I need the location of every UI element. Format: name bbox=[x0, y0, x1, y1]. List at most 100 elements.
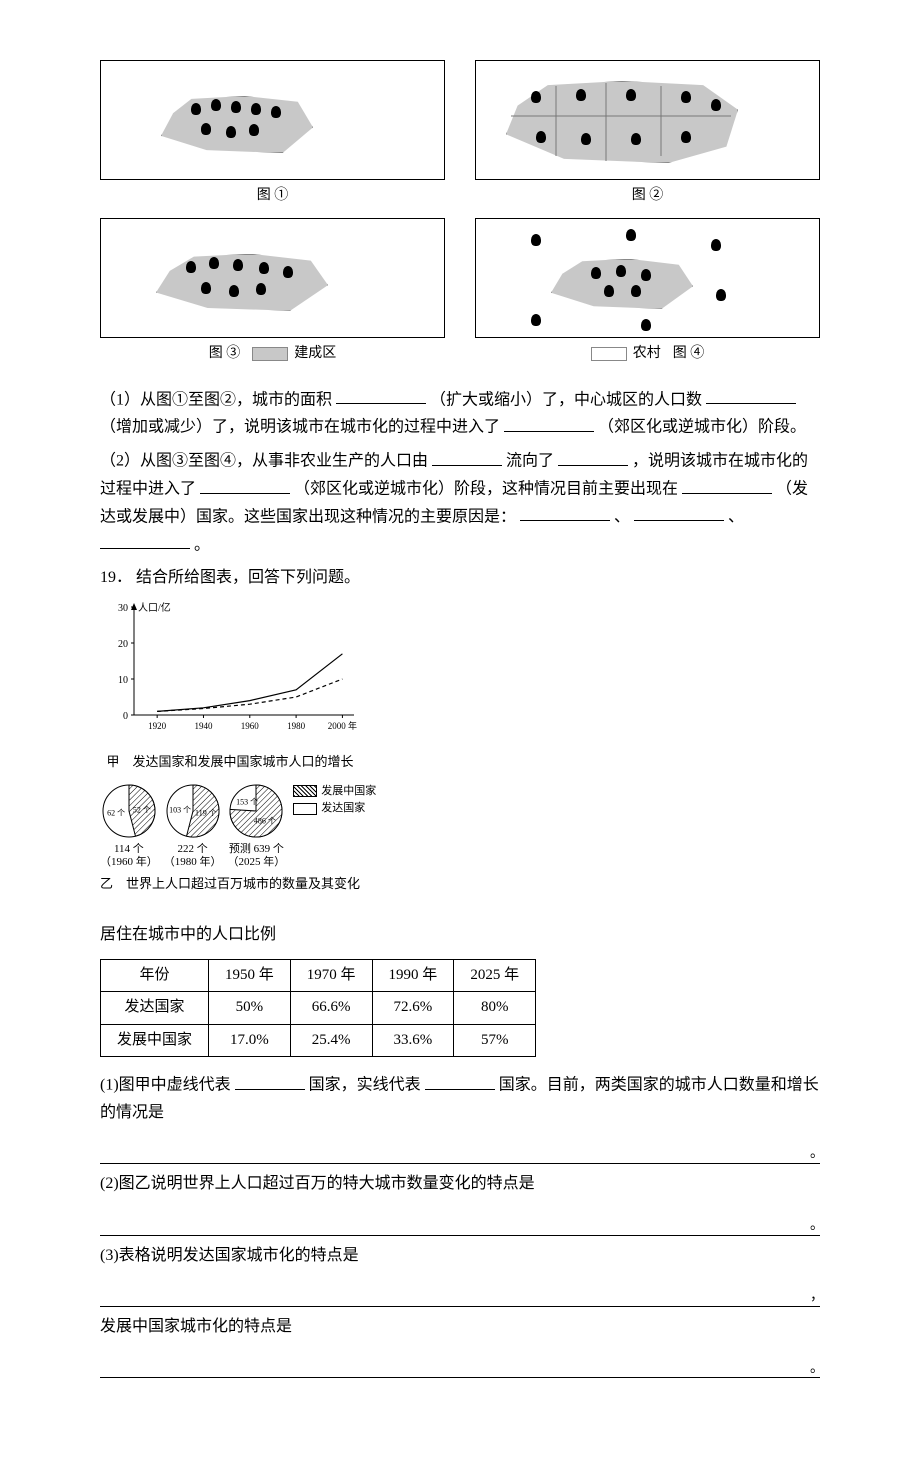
figure-4-frame bbox=[475, 218, 820, 338]
figure-1-frame bbox=[100, 60, 445, 180]
blank bbox=[235, 1071, 305, 1090]
table-header: 1990 年 bbox=[372, 959, 454, 992]
blank bbox=[432, 447, 502, 466]
legend-developed: 发达国家 bbox=[321, 802, 365, 814]
q1-p2-b: 流向了 bbox=[506, 453, 554, 470]
table-row: 发达国家50%66.6%72.6%80% bbox=[101, 992, 536, 1025]
svg-text:62 个: 62 个 bbox=[107, 808, 125, 817]
svg-text:1980: 1980 bbox=[287, 721, 306, 731]
q19-pie-row: 52 个 62 个 114 个 （1960 年） 119 个 103 个 222… bbox=[100, 783, 460, 870]
punct-dot: 。 bbox=[810, 1357, 824, 1381]
blank bbox=[425, 1071, 495, 1090]
svg-text:1940: 1940 bbox=[194, 721, 213, 731]
svg-text:1920: 1920 bbox=[148, 721, 167, 731]
svg-text:20: 20 bbox=[118, 639, 128, 650]
svg-text:153 个: 153 个 bbox=[236, 797, 258, 806]
punct-dot: 。 bbox=[810, 1214, 824, 1238]
table-cell: 80% bbox=[454, 992, 536, 1025]
table-cell: 50% bbox=[209, 992, 291, 1025]
figure-3-caption: 图 ③ bbox=[209, 342, 241, 366]
q19-line-chart: 0102030人口/亿19201940196019802000 年 甲 发达国家… bbox=[100, 599, 360, 772]
q1-p1-a: （1）从图①至图②，城市的面积 bbox=[100, 391, 332, 408]
answer-line bbox=[100, 1144, 820, 1164]
legend-hatch-swatch bbox=[293, 785, 317, 797]
q1-p2-h: 。 bbox=[194, 536, 210, 553]
answer-line bbox=[100, 1358, 820, 1378]
table-cell: 66.6% bbox=[290, 992, 372, 1025]
figure-2-frame bbox=[475, 60, 820, 180]
svg-text:0: 0 bbox=[123, 711, 128, 722]
blank bbox=[336, 386, 426, 405]
svg-text:1960: 1960 bbox=[241, 721, 260, 731]
q1-p2-g: 、 bbox=[728, 508, 744, 525]
figure-1-caption: 图 ① bbox=[100, 184, 445, 208]
svg-text:2000 年: 2000 年 bbox=[328, 720, 357, 731]
blank bbox=[634, 503, 724, 522]
pie-3: 486 个 153 个 预测 639 个 （2025 年） bbox=[228, 783, 286, 870]
table-cell: 发展中国家 bbox=[101, 1024, 209, 1057]
q19-sub3a: (3)表格说明发达国家城市化的特点是 bbox=[100, 1242, 820, 1269]
legend-rural-swatch bbox=[591, 347, 627, 361]
line-chart-svg: 0102030人口/亿19201940196019802000 年 bbox=[100, 599, 360, 739]
svg-text:30: 30 bbox=[118, 603, 128, 614]
table-cell: 57% bbox=[454, 1024, 536, 1057]
q19-number: 19． bbox=[100, 569, 132, 586]
line-chart-caption: 甲 发达国家和发展中国家城市人口的增长 bbox=[100, 751, 360, 773]
table-cell: 33.6% bbox=[372, 1024, 454, 1057]
q19-sub2: (2)图乙说明世界上人口超过百万的特大城市数量变化的特点是 bbox=[100, 1170, 820, 1197]
blank bbox=[504, 413, 594, 432]
legend-built-swatch bbox=[252, 347, 288, 361]
svg-text:103 个: 103 个 bbox=[169, 805, 191, 814]
answer-line bbox=[100, 1215, 820, 1235]
figure-2-caption: 图 ② bbox=[475, 184, 820, 208]
table-header: 1970 年 bbox=[290, 959, 372, 992]
legend-built-label: 建成区 bbox=[294, 346, 336, 361]
figure-2-lines bbox=[476, 61, 819, 179]
svg-text:119 个: 119 个 bbox=[195, 808, 217, 817]
q19-sub3b: 发展中国家城市化的特点是 bbox=[100, 1313, 820, 1340]
blank bbox=[558, 447, 628, 466]
punct-dot: 。 bbox=[810, 1142, 824, 1166]
table-cell: 发达国家 bbox=[101, 992, 209, 1025]
blank bbox=[100, 531, 190, 550]
pie-caption: 乙 世界上人口超过百万城市的数量及其变化 bbox=[100, 873, 430, 895]
figure-3-frame bbox=[100, 218, 445, 338]
q1-part1: （1）从图①至图②，城市的面积 （扩大或缩小）了，中心城区的人口数 （增加或减少… bbox=[100, 386, 820, 442]
svg-text:52 个: 52 个 bbox=[133, 805, 151, 814]
city-figure-grid: 图 ① 图 ② bbox=[100, 60, 820, 366]
pie-2: 119 个 103 个 222 个 （1980 年） bbox=[164, 783, 222, 870]
q1-p2-d: （郊区化或逆城市化）阶段，这种情况目前主要出现在 bbox=[294, 481, 678, 498]
q19-sub1: (1)图甲中虚线代表 国家，实线代表 国家。目前，两类国家的城市人口数量和增长的… bbox=[100, 1071, 820, 1126]
legend-rural-label: 农村 bbox=[633, 346, 661, 361]
blank bbox=[520, 503, 610, 522]
table-row: 发展中国家17.0%25.4%33.6%57% bbox=[101, 1024, 536, 1057]
legend-plain-swatch bbox=[293, 803, 317, 815]
q19-stem-text: 结合所给图表，回答下列问题。 bbox=[136, 569, 360, 586]
q1-p1-d: （郊区化或逆城市化）阶段。 bbox=[598, 419, 806, 436]
q19-stem: 19． 结合所给图表，回答下列问题。 bbox=[100, 564, 820, 591]
q1-p2-a: （2）从图③至图④，从事非农业生产的人口由 bbox=[100, 453, 428, 470]
figure-4: 农村 图 ④ bbox=[475, 218, 820, 366]
q1-p1-c: （增加或减少）了，说明该城市在城市化的过程中进入了 bbox=[100, 419, 500, 436]
table-cell: 17.0% bbox=[209, 1024, 291, 1057]
blank bbox=[682, 475, 772, 494]
svg-text:486 个: 486 个 bbox=[254, 816, 276, 825]
table-title: 居住在城市中的人口比例 bbox=[100, 921, 820, 948]
q1-p1-b: （扩大或缩小）了，中心城区的人口数 bbox=[430, 391, 702, 408]
table-header: 1950 年 bbox=[209, 959, 291, 992]
table-cell: 25.4% bbox=[290, 1024, 372, 1057]
table-header: 年份 bbox=[101, 959, 209, 992]
figure-3: 图 ③ 建成区 bbox=[100, 218, 445, 366]
q1-part2: （2）从图③至图④，从事非农业生产的人口由 流向了 ，说明该城市在城市化的过程中… bbox=[100, 447, 820, 558]
table-cell: 72.6% bbox=[372, 992, 454, 1025]
q19-sub1-a: (1)图甲中虚线代表 bbox=[100, 1077, 231, 1094]
q1-p2-f: 、 bbox=[614, 508, 630, 525]
blank bbox=[706, 386, 796, 405]
q19-sub1-b: 国家，实线代表 bbox=[309, 1077, 421, 1094]
table-header: 2025 年 bbox=[454, 959, 536, 992]
pie-1: 52 个 62 个 114 个 （1960 年） bbox=[100, 783, 158, 870]
answer-line bbox=[100, 1287, 820, 1307]
legend-developing: 发展中国家 bbox=[321, 785, 376, 797]
figure-2: 图 ② bbox=[475, 60, 820, 208]
svg-text:人口/亿: 人口/亿 bbox=[138, 601, 171, 614]
